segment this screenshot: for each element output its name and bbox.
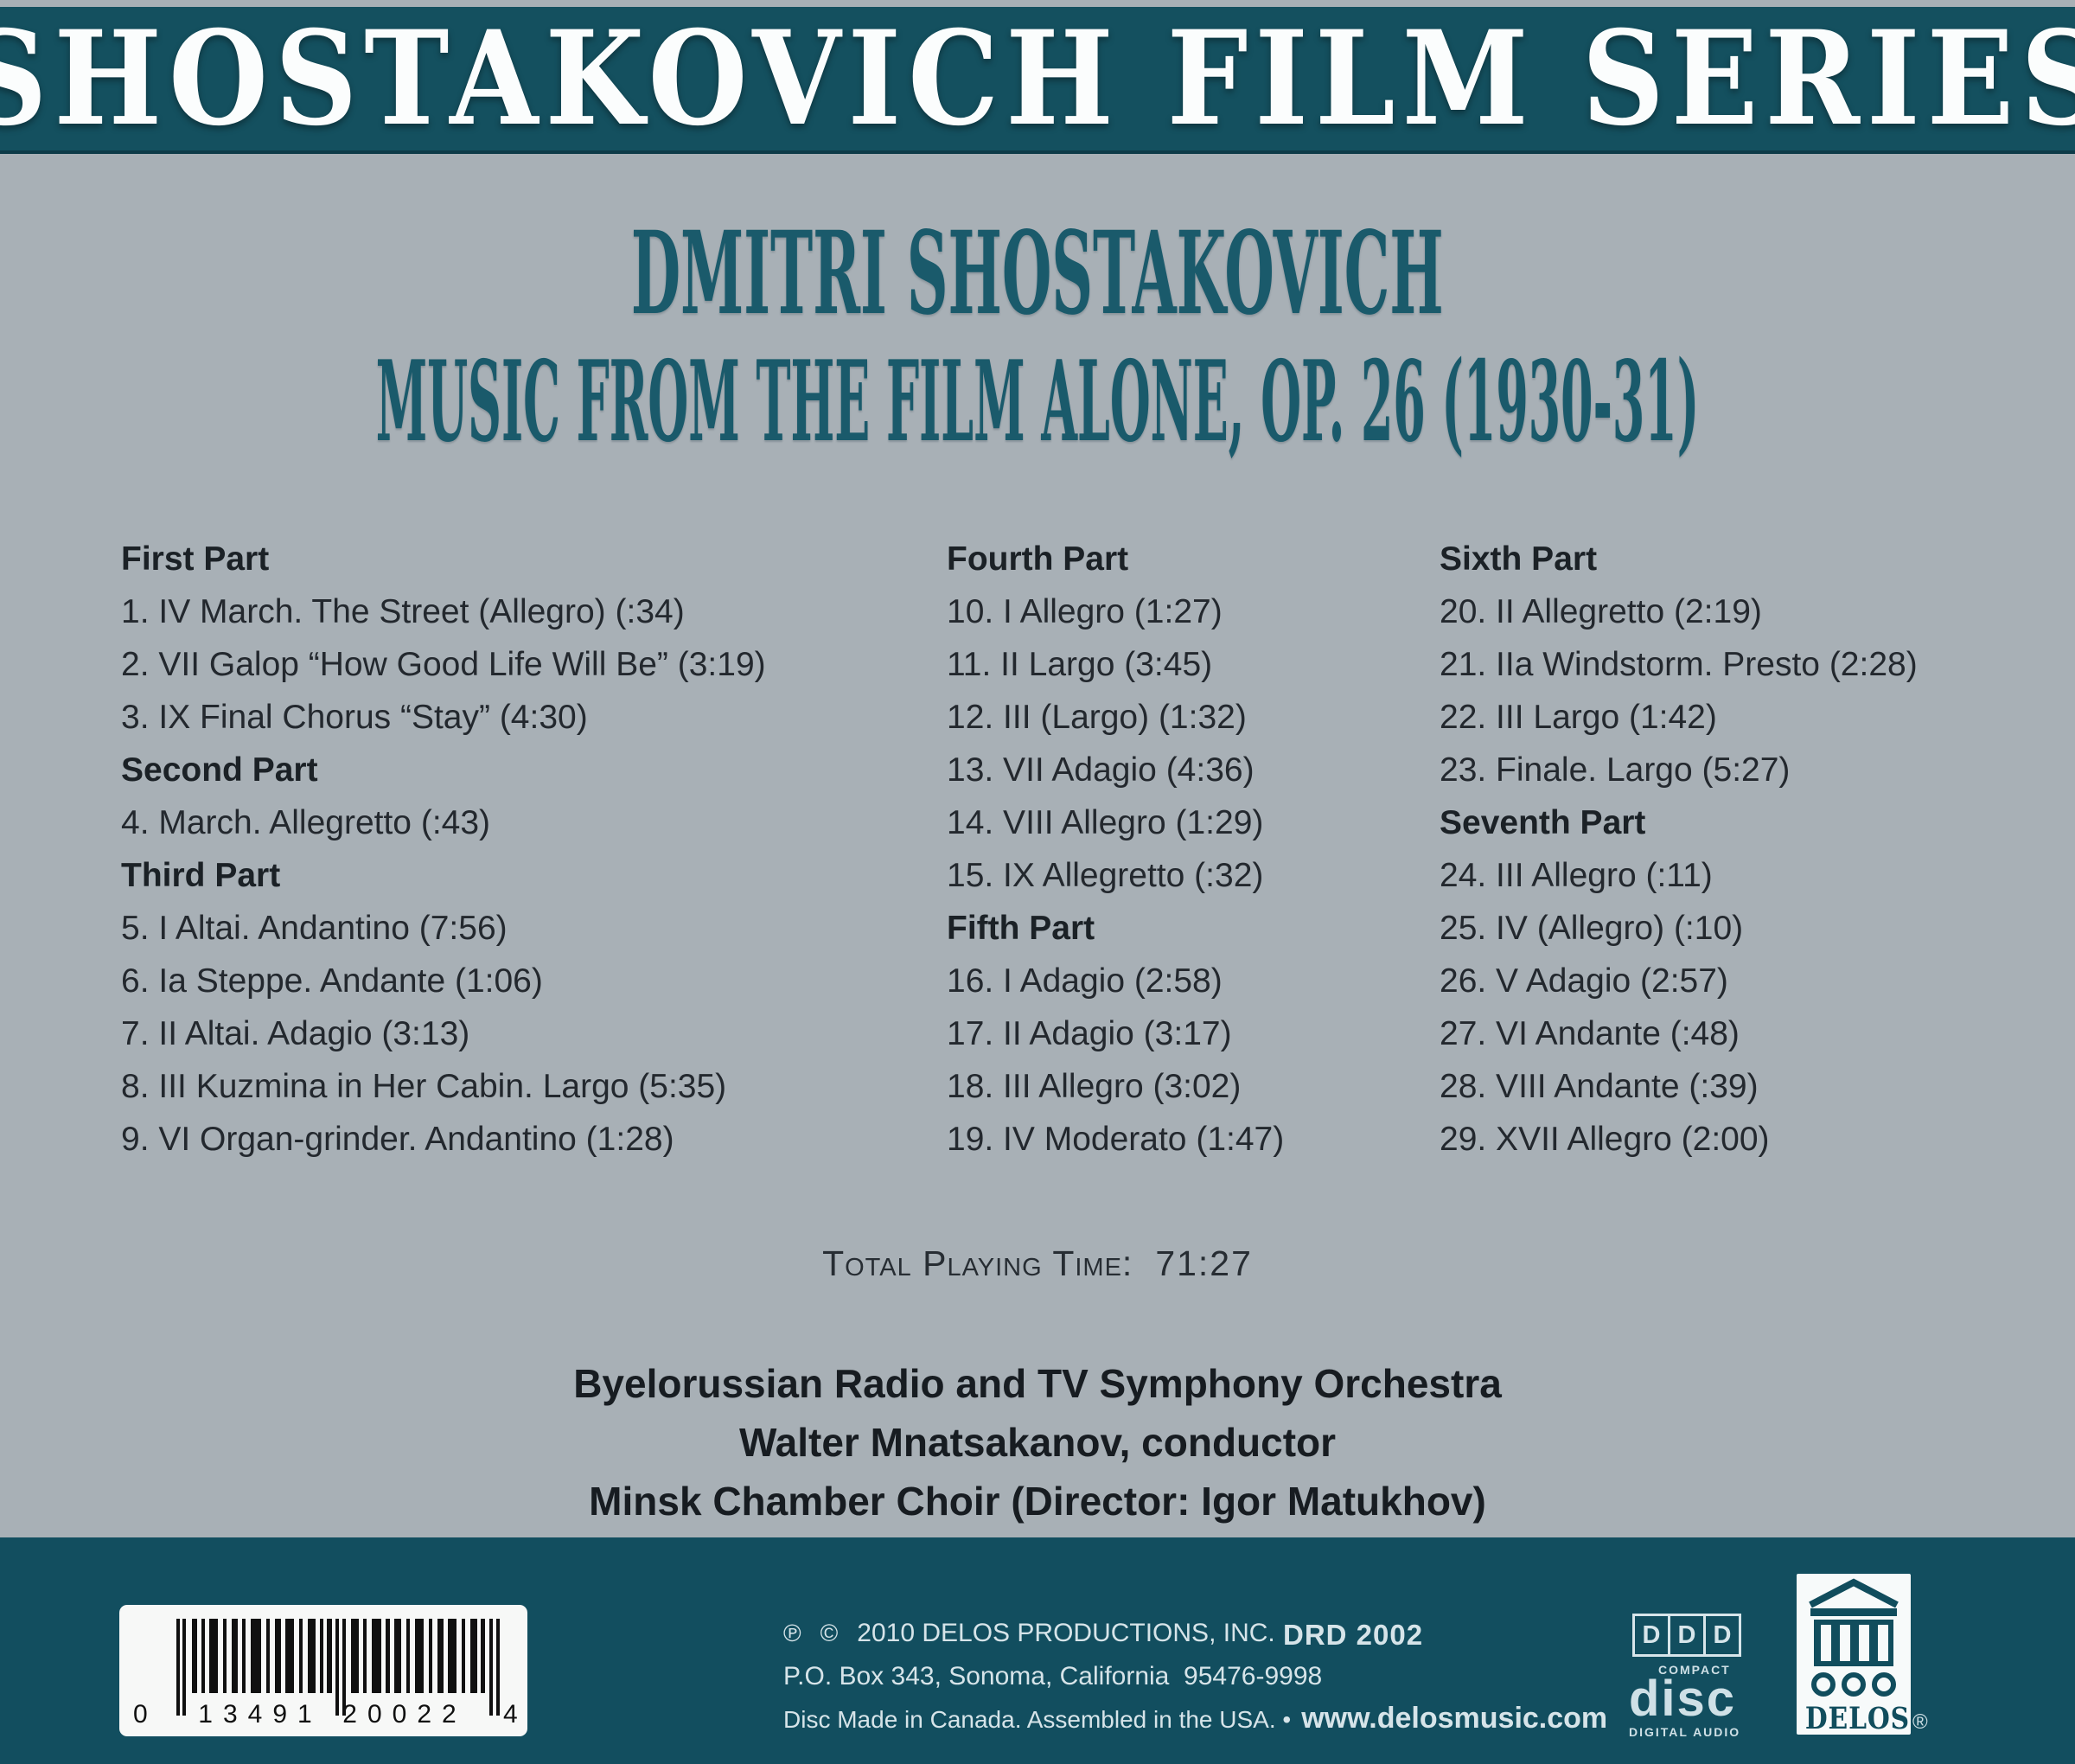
track-line: 27. VI Andante (:48) <box>1440 1015 1740 1052</box>
cd-logo-disc-label: disc <box>1629 1671 1737 1727</box>
track-line: 13. VII Adagio (4:36) <box>947 751 1255 789</box>
publisher-line: ℗ © 2010 DELOS PRODUCTIONS, INC. <box>783 1619 1275 1657</box>
track-line: 19. IV Moderato (1:47) <box>947 1121 1285 1158</box>
track-line: 11. II Largo (3:45) <box>947 646 1213 683</box>
barcode-digit-group1: 13491 <box>198 1700 322 1729</box>
ddd-recording-badge: D D D <box>1632 1614 1741 1657</box>
delos-wordmark: DELOS <box>1804 1701 1910 1736</box>
track-line: 15. IX Allegretto (:32) <box>947 857 1264 894</box>
temple-icon <box>1809 1578 1899 1697</box>
address-line: P.O. Box 343, Sonoma, California 95476-9… <box>783 1662 1323 1690</box>
track-line: 1. IV March. The Street (Allegro) (:34) <box>121 593 685 630</box>
track-line: 4. March. Allegretto (:43) <box>121 804 491 841</box>
composer-title: DMITRI SHOSTAKOVICH <box>631 207 1444 341</box>
registered-mark: ® <box>1912 1710 1928 1734</box>
track-line: 6. Ia Steppe. Andante (1:06) <box>121 962 543 1000</box>
part-header: First Part <box>121 540 270 578</box>
total-playing-time-label: Total Playing Time: <box>822 1243 1133 1283</box>
credit-line-orchestra: Byelorussian Radio and TV Symphony Orche… <box>573 1361 1502 1406</box>
track-line: 29. XVII Allegro (2:00) <box>1440 1121 1770 1158</box>
track-line: 22. III Largo (1:42) <box>1440 699 1717 736</box>
track-line: 23. Finale. Largo (5:27) <box>1440 751 1791 789</box>
copyright-icon: © <box>820 1620 839 1646</box>
track-line: 26. V Adagio (2:57) <box>1440 962 1728 1000</box>
barcode: 0 13491 20022 4 <box>119 1605 527 1736</box>
credit-line-conductor: Walter Mnatsakanov, conductor <box>738 1420 1337 1465</box>
made-in-line: Disc Made in Canada. Assembled in the US… <box>783 1702 1607 1735</box>
series-banner: SHOSTAKOVICH FILM SERIES <box>0 3 2075 155</box>
barcode-bars <box>176 1619 500 1716</box>
work-title-row: MUSIC FROM THE FILM ALONE, OP. 26 (1930-… <box>0 337 2075 467</box>
track-line: 14. VIII Allegro (1:29) <box>947 804 1264 841</box>
work-title: MUSIC FROM THE FILM ALONE, OP. 26 (1930-… <box>375 337 1700 467</box>
track-line: 3. IX Final Chorus “Stay” (4:30) <box>121 699 588 736</box>
total-playing-time: Total Playing Time: 71:27 <box>0 1243 2075 1284</box>
waves-icon <box>1811 1672 1896 1697</box>
compact-disc-logo: COMPACT disc DIGITAL AUDIO <box>1629 1664 1750 1738</box>
ddd-letter: D <box>1668 1614 1706 1657</box>
performer-credits: Byelorussian Radio and TV Symphony Orche… <box>0 1354 2075 1531</box>
made-in-text: Disc Made in Canada. Assembled in the US… <box>783 1706 1292 1733</box>
part-header: Second Part <box>121 751 318 789</box>
barcode-digit-left: 0 <box>133 1700 148 1729</box>
part-header: Third Part <box>121 857 281 894</box>
part-header: Sixth Part <box>1440 540 1598 578</box>
barcode-digit-right: 4 <box>503 1700 518 1729</box>
total-playing-time-value: 71:27 <box>1155 1243 1253 1283</box>
track-line: 25. IV (Allegro) (:10) <box>1440 910 1744 947</box>
series-title: SHOSTAKOVICH FILM SERIES <box>0 3 2075 155</box>
track-line: 12. III (Largo) (1:32) <box>947 699 1247 736</box>
track-line: 18. III Allegro (3:02) <box>947 1068 1242 1105</box>
track-line: 17. II Adagio (3:17) <box>947 1015 1232 1052</box>
track-line: 7. II Altai. Adagio (3:13) <box>121 1015 470 1052</box>
track-line: 10. I Allegro (1:27) <box>947 593 1223 630</box>
track-line: 5. I Altai. Andantino (7:56) <box>121 910 508 947</box>
track-line: 8. III Kuzmina in Her Cabin. Largo (5:35… <box>121 1068 727 1105</box>
part-header: Seventh Part <box>1440 804 1646 841</box>
track-column-2: Fourth Part 10. I Allegro (1:27) 11. II … <box>947 533 1500 1166</box>
track-line: 28. VIII Andante (:39) <box>1440 1068 1759 1105</box>
ddd-letter: D <box>1703 1614 1741 1657</box>
track-line: 20. II Allegretto (2:19) <box>1440 593 1762 630</box>
track-column-1: First Part 1. IV March. The Street (Alle… <box>121 533 766 1166</box>
track-line: 2. VII Galop “How Good Life Will Be” (3:… <box>121 646 766 683</box>
part-header: Fourth Part <box>947 540 1129 578</box>
track-line: 24. III Allegro (:11) <box>1440 857 1713 894</box>
phonogram-icon: ℗ <box>783 1620 801 1646</box>
delos-logo: DELOS <box>1797 1574 1911 1736</box>
part-header: Fifth Part <box>947 910 1095 947</box>
cd-logo-compact-label: COMPACT <box>1658 1663 1731 1677</box>
website-text: www.delosmusic.com <box>1301 1702 1608 1735</box>
ddd-letter: D <box>1632 1614 1670 1657</box>
composer-title-row: DMITRI SHOSTAKOVICH <box>0 214 2075 335</box>
track-line: 21. IIa Windstorm. Presto (2:28) <box>1440 646 1918 683</box>
catalog-number: DRD 2002 <box>1283 1619 1424 1651</box>
track-column-3: Sixth Part 20. II Allegretto (2:19) 21. … <box>1440 533 1993 1166</box>
cd-logo-digital-audio-label: DIGITAL AUDIO <box>1629 1725 1741 1739</box>
publisher-text: 2010 DELOS PRODUCTIONS, INC. <box>857 1619 1275 1647</box>
track-line: 9. VI Organ-grinder. Andantino (1:28) <box>121 1121 674 1158</box>
credit-line-choir: Minsk Chamber Choir (Director: Igor Matu… <box>589 1479 1486 1524</box>
track-line: 16. I Adagio (2:58) <box>947 962 1223 1000</box>
barcode-digit-group2: 20022 <box>342 1700 467 1729</box>
